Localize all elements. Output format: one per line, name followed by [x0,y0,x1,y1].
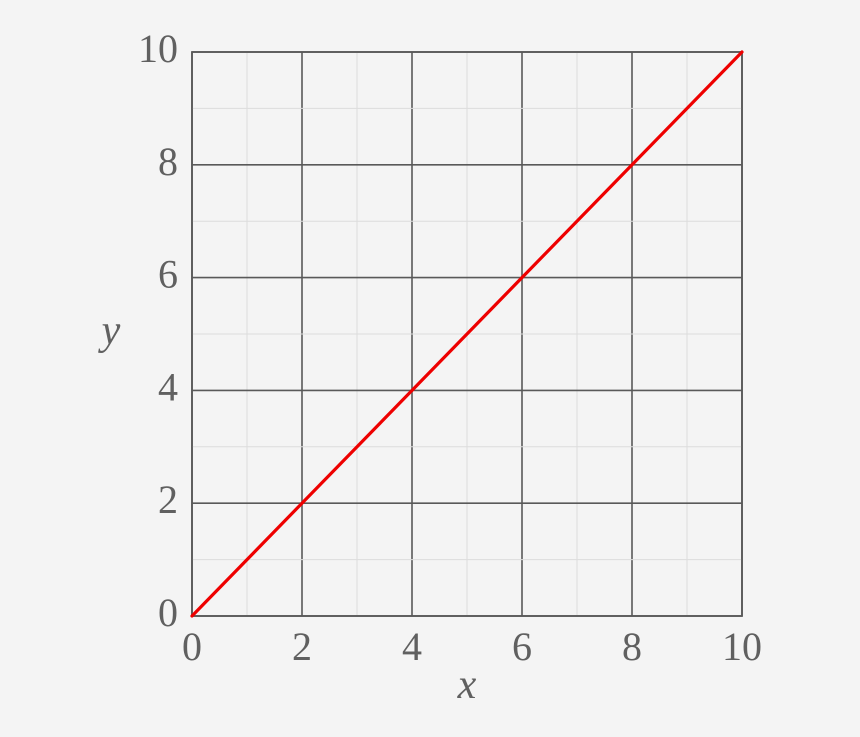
svg-text:6: 6 [158,252,178,297]
svg-text:x: x [457,662,477,708]
svg-text:0: 0 [158,590,178,635]
svg-text:6: 6 [512,624,532,669]
svg-text:4: 4 [158,364,178,409]
svg-text:8: 8 [158,139,178,184]
svg-text:10: 10 [722,624,762,669]
svg-text:0: 0 [182,624,202,669]
svg-text:2: 2 [158,477,178,522]
svg-text:y: y [98,308,121,354]
svg-text:4: 4 [402,624,422,669]
svg-text:2: 2 [292,624,312,669]
svg-text:10: 10 [138,26,178,71]
svg-text:8: 8 [622,624,642,669]
